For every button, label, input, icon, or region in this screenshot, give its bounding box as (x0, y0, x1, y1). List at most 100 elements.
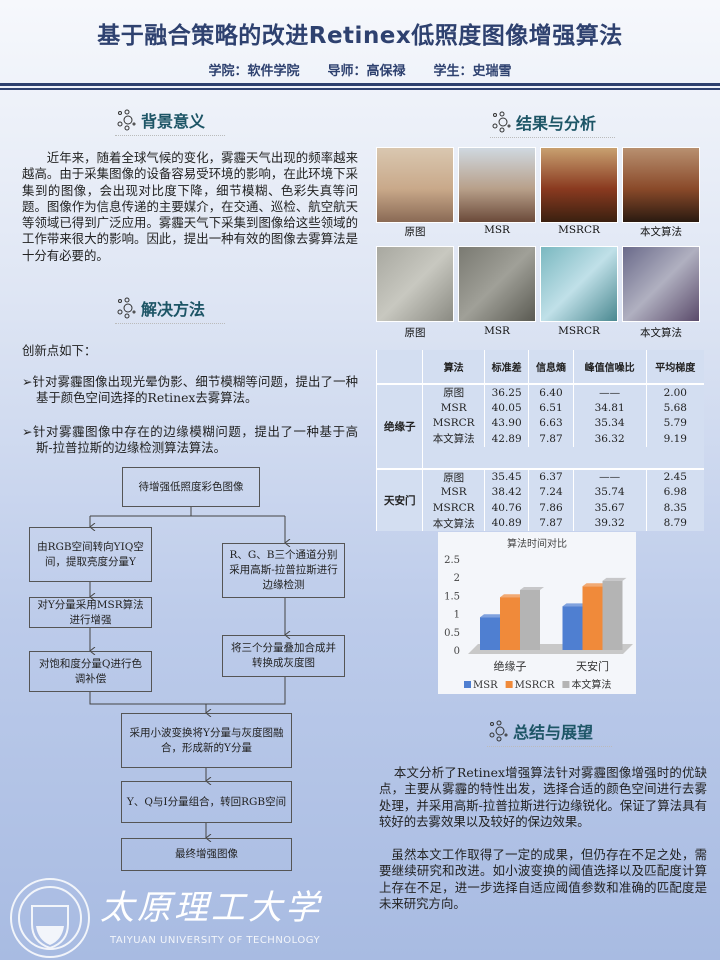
y-tick-label: 2 (454, 573, 460, 584)
bar-top (582, 583, 607, 587)
table-cell: 35.45 (483, 468, 529, 485)
bullet-item: ➢针对雾霾图像中存在的边缘模糊问题，提出了一种基于高斯-拉普拉斯的边缘检测算法算… (22, 424, 358, 456)
result-image (458, 147, 536, 223)
legend-label: MSRCR (515, 680, 555, 691)
divider (0, 88, 720, 90)
flow-left3: 对饱和度分量Q进行色调补偿 (29, 651, 152, 692)
table-cell: 2.00 (645, 384, 704, 400)
table-header (375, 350, 423, 384)
bubbles-icon (492, 111, 511, 133)
section-heading-results: 结果与分析 (490, 110, 615, 138)
table-cell: 35.74 (572, 484, 647, 500)
advisor: 导师：高保禄 (327, 64, 406, 79)
bullet-text: 针对雾霾图像中存在的边缘模糊问题，提出了一种基于高斯-拉普拉斯的边缘检测算法算法… (32, 424, 358, 456)
flow-left1: 由RGB空间转向YIQ空间，提取亮度分量Y (29, 527, 152, 582)
table-cell: 7.87 (528, 431, 574, 447)
y-tick-label: 1.5 (444, 591, 460, 602)
bar-top (500, 594, 524, 598)
legend-swatch (464, 681, 471, 688)
legend-swatch (505, 681, 513, 688)
table-cell: 36.25 (483, 384, 529, 400)
bar (520, 589, 540, 650)
heading-text: 解决方法 (141, 300, 206, 319)
bubbles-icon (117, 109, 136, 131)
table-spacer-row (377, 446, 704, 469)
result-image (540, 147, 618, 223)
flow-combine: Y、Q与I分量组合，转回RGB空间 (121, 781, 292, 823)
table-cell: 2.45 (645, 468, 704, 485)
bar (562, 606, 583, 650)
background-text: 近年来，随着全球气候的变化，雾霾天气出现的频率越来越高。由于采集图像的设备容易受… (22, 150, 358, 263)
table-cell: MSR (422, 484, 485, 500)
bar-top (520, 586, 544, 590)
y-tick-label: 0.5 (444, 628, 460, 639)
flow-right2: 将三个分量叠加合成并转换成灰度图 (222, 635, 345, 677)
table-cell: 36.32 (572, 431, 647, 447)
caption: MSR (484, 325, 510, 337)
bar-top (602, 577, 627, 581)
bar (602, 580, 623, 650)
poster-title: 基于融合策略的改进Retinex低照度图像增强算法 (97, 23, 623, 49)
table-cell: 5.79 (645, 415, 704, 431)
table-cell: 40.05 (483, 400, 529, 416)
table-cell: 6.51 (528, 400, 574, 416)
table-cell: 7.86 (528, 500, 574, 516)
table-cell: 8.79 (645, 515, 704, 531)
table-cell: 34.81 (572, 400, 647, 416)
table-row: MSRCR 43.90 6.63 35.34 5.79 (377, 415, 704, 431)
flow-right1: R、G、B三个通道分别采用高斯-拉普拉斯进行边缘检测 (222, 543, 345, 598)
student: 学生：史瑞雪 (433, 64, 512, 79)
result-image (622, 246, 700, 322)
flow-start: 待增强低照度彩色图像 (122, 467, 260, 507)
caption: MSR (484, 224, 510, 236)
legend-label: 本文算法 (571, 678, 611, 691)
bubbles-icon (489, 720, 508, 742)
legend-swatch (562, 681, 570, 688)
innovation-intro: 创新点如下： (22, 343, 97, 358)
table-cell: 6.40 (528, 384, 574, 400)
heading-text: 背景意义 (141, 112, 206, 131)
table-cell: 原图 (422, 384, 485, 400)
table-cell: 42.89 (483, 431, 529, 447)
table-cell: 8.35 (645, 500, 704, 516)
y-tick-label: 2.5 (444, 555, 460, 566)
table-cell: 7.87 (528, 515, 574, 531)
section-heading-background: 背景意义 (115, 108, 225, 136)
table-cell: 6.98 (645, 484, 704, 500)
table-cell: 35.67 (572, 500, 647, 516)
table-cell: MSRCR (422, 415, 485, 431)
x-tick-label: 绝缘子 (494, 659, 527, 673)
table-header: 算法 (422, 350, 485, 384)
flowchart-connectors (0, 507, 370, 900)
table-row: 绝缘子 原图 36.25 6.40 —— 2.00 (375, 384, 704, 469)
caption: 本文算法 (640, 327, 682, 339)
caption: 本文算法 (640, 226, 682, 238)
table-header: 信息熵 (528, 350, 574, 384)
table-row: 天安门 原图 35.45 6.37 —— 2.45 (375, 468, 704, 531)
bullet-item: ➢针对雾霾图像出现光晕伪影、细节模糊等问题，提出了一种基于颜色空间选择的Reti… (22, 374, 358, 406)
table-cell: 原图 (422, 468, 485, 485)
group-label: 天安门 (375, 468, 423, 531)
table-cell: 38.42 (483, 484, 529, 500)
table-row: MSR 38.42 7.24 35.74 6.98 (377, 484, 704, 500)
divider (0, 83, 720, 86)
table-cell: 35.34 (572, 415, 647, 431)
flow-end: 最终增强图像 (121, 838, 292, 871)
section-heading-method: 解决方法 (115, 296, 225, 324)
table-cell: 本文算法 (422, 515, 485, 531)
table-cell: 9.19 (645, 431, 704, 447)
table-cell: —— (572, 384, 647, 400)
result-image (540, 246, 618, 322)
chart-title: 算法时间对比 (507, 537, 567, 550)
table-cell: 39.32 (572, 515, 647, 531)
table-cell: MSR (422, 400, 485, 416)
college: 学院：软件学院 (208, 64, 300, 79)
table-cell: 6.63 (528, 415, 574, 431)
flow-left2: 对Y分量采用MSR算法进行增强 (29, 597, 152, 628)
group-label: 绝缘子 (375, 384, 423, 469)
bubbles-icon (117, 297, 136, 319)
summary-paragraph-2: 虽然本文工作取得了一定的成果，但仍存在不足之处，需要继续研究和改进。如小波变换的… (379, 847, 707, 911)
result-image (458, 246, 536, 322)
bar-top (480, 614, 504, 618)
x-tick-label: 天安门 (576, 659, 609, 673)
